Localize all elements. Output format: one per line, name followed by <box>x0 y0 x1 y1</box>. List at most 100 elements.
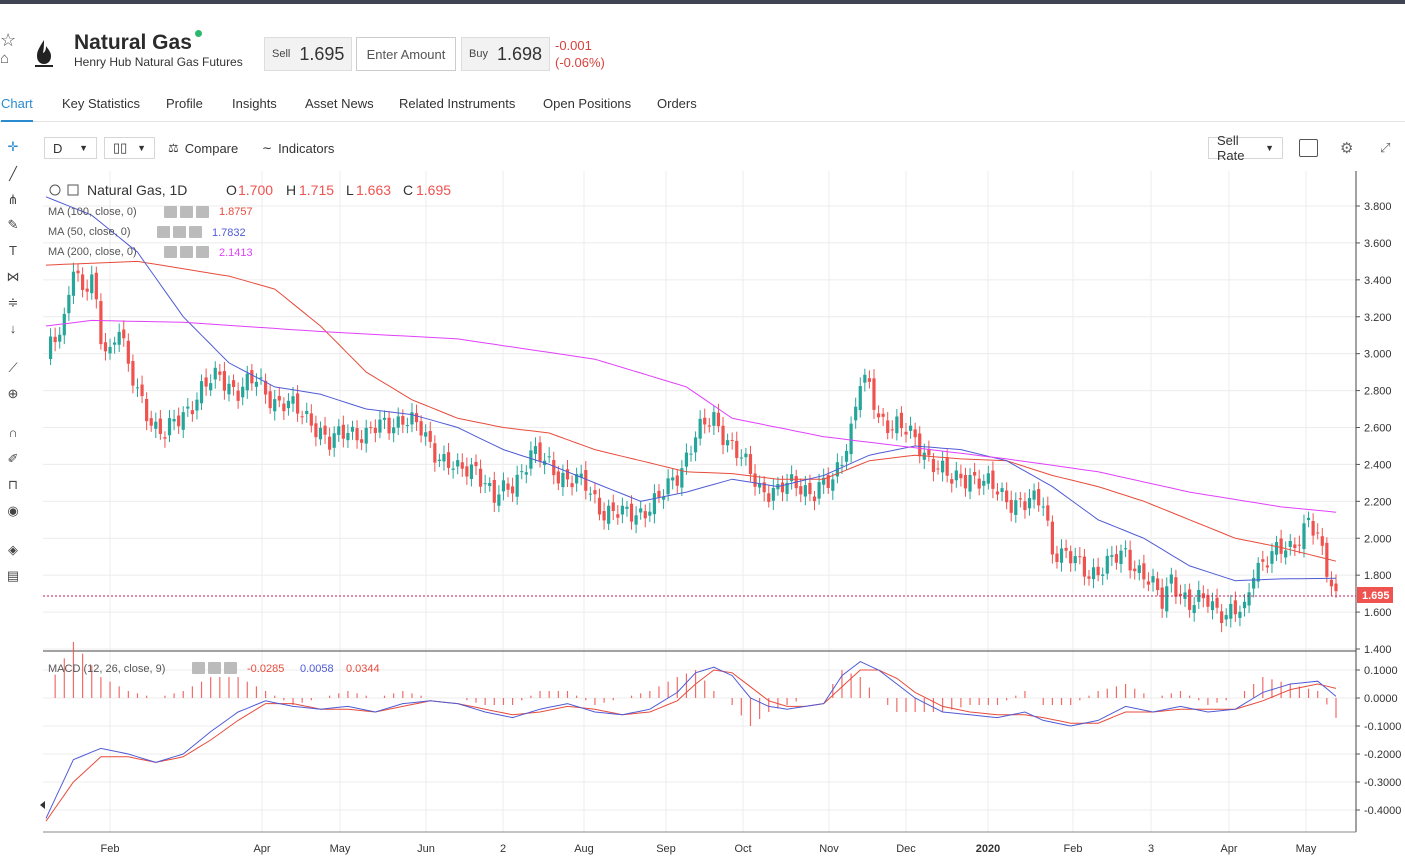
trash-icon[interactable]: ▤ <box>6 568 20 583</box>
chevron-down-icon: ▼ <box>137 143 146 153</box>
candle-body <box>488 482 492 487</box>
candle-body <box>739 457 743 459</box>
indicators-button[interactable]: ∼ Indicators <box>262 137 334 159</box>
trend-line-icon[interactable]: ╱ <box>9 166 17 181</box>
candle-body <box>245 373 249 391</box>
lock-drawings-icon[interactable]: ✐ <box>7 451 19 466</box>
compare-button[interactable]: ⚖ Compare <box>168 137 238 159</box>
candle-body <box>1215 597 1219 608</box>
candle-body <box>584 470 588 491</box>
candle-body <box>1325 542 1329 577</box>
candle-body <box>1302 523 1306 549</box>
eye-icon[interactable]: ◉ <box>7 503 19 518</box>
chart-type-select[interactable]: ▯▯ ▼ <box>104 137 155 159</box>
candle-body <box>908 425 913 431</box>
collapse-icon[interactable] <box>49 184 61 196</box>
candle-body <box>167 418 172 436</box>
legend-buttons[interactable] <box>157 206 237 674</box>
candle-body <box>446 452 451 468</box>
hide-icon[interactable] <box>67 184 79 196</box>
tab-insights[interactable]: Insights <box>232 96 277 111</box>
amount-input[interactable]: Enter Amount <box>356 37 456 71</box>
candle-body <box>295 393 300 414</box>
legend-action-icon <box>180 246 193 258</box>
arrow-down-icon[interactable]: ↓ <box>9 321 17 336</box>
candle-body <box>575 474 579 484</box>
ma-line-100 <box>45 260 1337 562</box>
candle-body <box>510 486 515 494</box>
candle-body <box>570 483 574 488</box>
macd-line-signal <box>45 669 1337 822</box>
text-icon[interactable]: T <box>9 243 17 258</box>
candle-body <box>803 485 807 497</box>
candle-body <box>382 417 387 420</box>
legend-close: 1.695 <box>416 182 451 198</box>
candle-body <box>895 416 899 434</box>
tab-asset-news[interactable]: Asset News <box>305 96 374 111</box>
pitchfork-icon[interactable]: ⋔ <box>7 192 19 207</box>
ruler-icon[interactable]: ⟋ <box>8 360 18 375</box>
candle-body <box>355 428 359 441</box>
lock-icon[interactable]: ⊓ <box>7 477 19 492</box>
macd-tick-label: 0.0000 <box>1364 693 1398 705</box>
tab-chart[interactable]: Chart <box>1 96 33 122</box>
candle-body <box>501 480 506 492</box>
screenshot-button[interactable] <box>1299 139 1318 157</box>
change-value: -0.001 <box>555 38 592 53</box>
brush-icon[interactable]: ✎ <box>7 217 19 232</box>
price-tick-label: 1.600 <box>1364 607 1392 619</box>
legend-action-icon <box>196 206 209 218</box>
candle-body <box>1146 581 1151 585</box>
time-tick-label: May <box>330 843 351 855</box>
legend-macd-signal: 0.0344 <box>346 663 380 675</box>
candle-body <box>291 396 295 404</box>
measure-icon[interactable]: ≑ <box>7 295 19 310</box>
candle-body <box>1078 556 1082 558</box>
candle-body <box>890 429 894 431</box>
candle-body <box>350 426 355 432</box>
layers-icon[interactable]: ◈ <box>8 542 18 557</box>
candle-body <box>364 427 368 444</box>
candle-body <box>424 432 428 437</box>
candle-body <box>771 487 775 501</box>
candle-body <box>524 472 528 475</box>
buy-button[interactable]: Buy 1.698 <box>461 37 551 71</box>
candle-body <box>149 418 153 426</box>
legend-action-icon <box>192 662 205 674</box>
magnet-icon[interactable]: ∩ <box>8 425 18 440</box>
tab-related-instruments[interactable]: Related Instruments <box>399 96 516 111</box>
candle-body <box>71 271 76 296</box>
candle-body <box>58 334 62 342</box>
candle-body <box>648 511 652 516</box>
star-icon[interactable]: ☆ <box>0 30 17 50</box>
tab-orders[interactable]: Orders <box>657 96 697 111</box>
candle-body <box>950 479 954 484</box>
candle-body <box>236 390 240 401</box>
fullscreen-icon[interactable]: ⤢ <box>1380 140 1391 155</box>
scroll-left-icon[interactable] <box>40 801 45 809</box>
crosshair-icon[interactable]: ✛ <box>7 139 19 154</box>
candle-body <box>1046 505 1050 521</box>
interval-select[interactable]: D ▼ <box>44 137 97 159</box>
candle-body <box>1169 574 1173 584</box>
rate-select[interactable]: Sell Rate ▼ <box>1208 133 1283 163</box>
candle-body <box>959 473 963 479</box>
candle-body <box>1009 499 1013 513</box>
sell-button[interactable]: Sell 1.695 <box>264 37 353 71</box>
tab-key-statistics[interactable]: Key Statistics <box>62 96 141 111</box>
candle-body <box>94 272 98 300</box>
tab-profile[interactable]: Profile <box>166 96 203 111</box>
zoom-icon[interactable]: ⊕ <box>7 386 19 401</box>
tag-icon[interactable]: ⌂ <box>0 50 10 67</box>
price-axis: 3.800 3.600 3.400 3.200 3.000 2.800 2.600 2.400… <box>1356 201 1401 817</box>
candle-body <box>597 497 602 515</box>
settings-icon[interactable]: ⚙ <box>1340 140 1354 157</box>
candle-body <box>1128 549 1132 571</box>
tab-open-positions[interactable]: Open Positions <box>543 96 632 111</box>
legend-macd-hist: -0.0285 <box>247 663 284 675</box>
pattern-icon[interactable]: ⋈ <box>6 269 20 284</box>
candle-body <box>620 505 624 515</box>
instrument-tabs: Chart Key Statistics Profile Insights As… <box>0 90 1405 122</box>
candle-body <box>1197 589 1201 602</box>
